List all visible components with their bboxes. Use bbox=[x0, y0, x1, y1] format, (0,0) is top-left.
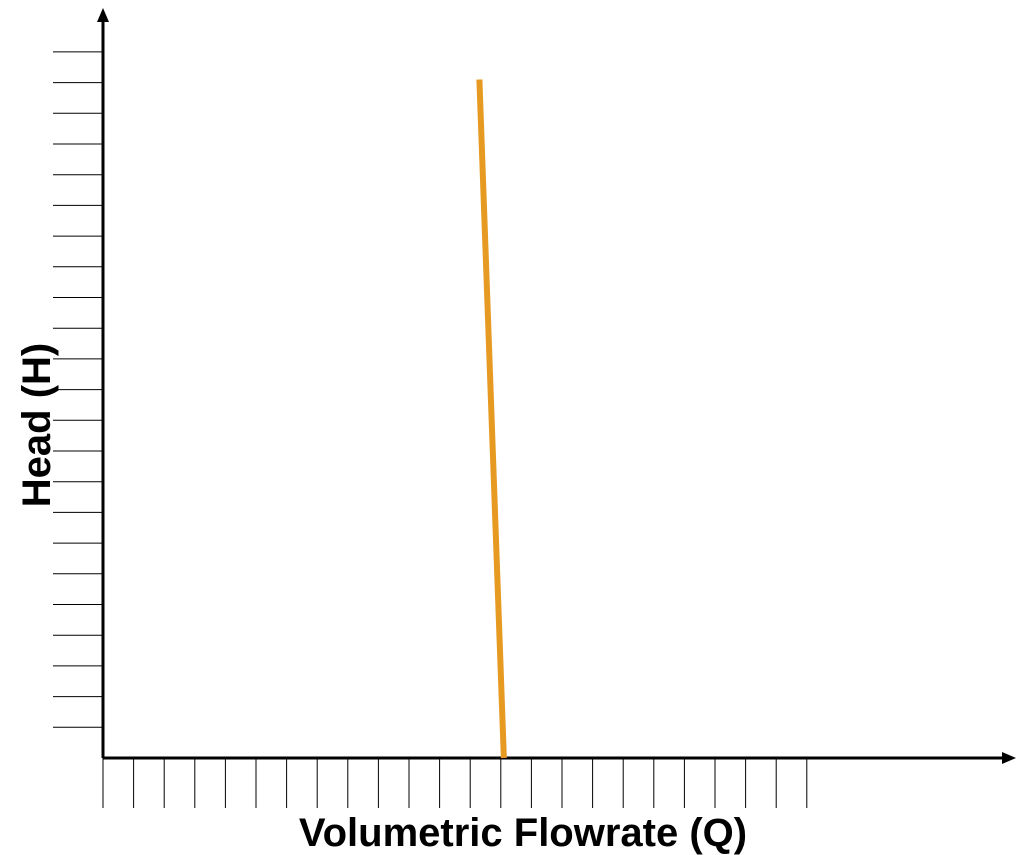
x-axis-ticks bbox=[102, 758, 808, 808]
series-group bbox=[476, 79, 507, 759]
y-axis-arrowhead bbox=[97, 8, 109, 22]
x-axis-arrowhead bbox=[1002, 752, 1016, 764]
y-axis-ticks bbox=[53, 51, 103, 728]
y-axis-title: Head (H) bbox=[15, 343, 59, 507]
series-line-0 bbox=[476, 79, 507, 759]
x-axis-title: Volumetric Flowrate (Q) bbox=[299, 811, 747, 855]
